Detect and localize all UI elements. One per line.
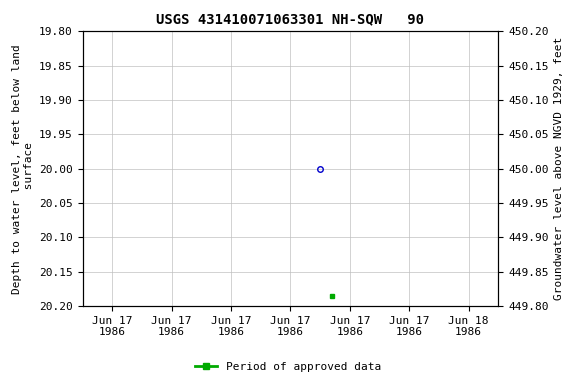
Title: USGS 431410071063301 NH-SQW   90: USGS 431410071063301 NH-SQW 90	[157, 12, 425, 26]
Legend: Period of approved data: Period of approved data	[191, 358, 385, 377]
Y-axis label: Groundwater level above NGVD 1929, feet: Groundwater level above NGVD 1929, feet	[554, 37, 564, 300]
Y-axis label: Depth to water level, feet below land
 surface: Depth to water level, feet below land su…	[12, 44, 33, 294]
